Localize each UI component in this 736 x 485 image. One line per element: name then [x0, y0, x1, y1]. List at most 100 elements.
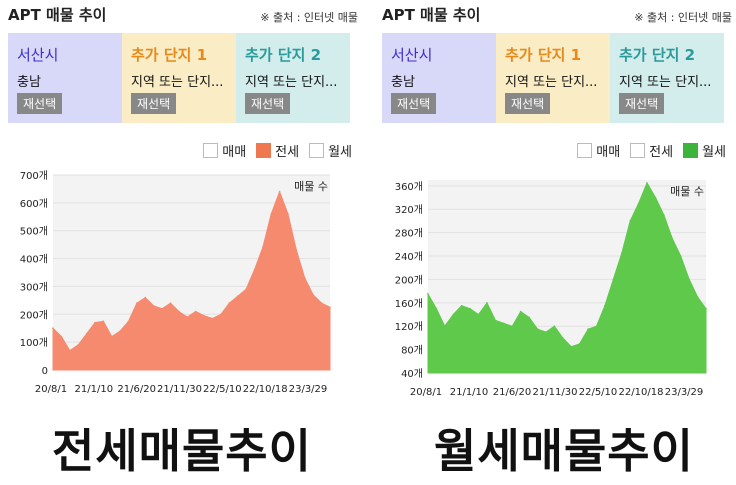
selector-name: 추가 단지 2: [245, 46, 322, 64]
selector-region-main[interactable]: 서산시 충남 재선택: [8, 33, 122, 123]
data-point: [102, 320, 105, 323]
data-point: [69, 349, 71, 352]
reselect-button[interactable]: 재선택: [391, 93, 437, 114]
data-point: [511, 325, 513, 327]
data-point: [52, 327, 54, 329]
y-tick-label: 80개: [401, 345, 423, 357]
data-point: [654, 196, 657, 199]
x-tick-label: 23/3/29: [665, 387, 704, 398]
selector-extra-2[interactable]: 추가 단지 2 지역 또는 단지... 재선택: [236, 33, 350, 123]
legend-label: 전세: [275, 145, 300, 160]
source-note: ※ 출처 : 인터넷 매물: [260, 11, 358, 24]
selector-extra-2[interactable]: 추가 단지 2 지역 또는 단지... 재선택: [610, 33, 724, 123]
data-point: [595, 325, 598, 327]
selector-sub: 충남: [391, 75, 415, 90]
data-point: [705, 307, 707, 310]
x-tick-label: 21/11/30: [157, 384, 202, 395]
reselect-button[interactable]: 재선택: [131, 93, 177, 114]
chart-legend: 매매 전세 월세: [577, 141, 726, 160]
x-tick-label: 22/10/18: [619, 387, 664, 398]
y-tick-label: 700개: [20, 170, 48, 182]
data-point: [519, 310, 522, 313]
x-tick-label: 21/1/10: [75, 384, 114, 395]
data-point: [460, 304, 463, 307]
data-point: [312, 294, 315, 296]
data-point: [194, 310, 197, 313]
data-point: [679, 255, 682, 257]
selector-extra-1[interactable]: 추가 단지 1 지역 또는 단지... 재선택: [122, 33, 236, 123]
data-point: [663, 214, 665, 216]
data-point: [295, 249, 298, 251]
data-point: [612, 278, 615, 281]
checkbox-monthly[interactable]: [309, 143, 325, 158]
selector-sub: 지역 또는 단지...: [245, 75, 338, 90]
y-tick-label: 0: [42, 366, 48, 377]
data-point: [536, 328, 539, 330]
y-tick-label: 200개: [20, 309, 48, 321]
data-point: [228, 302, 231, 304]
selector-sub: 지역 또는 단지...: [505, 75, 598, 90]
data-point: [169, 302, 172, 304]
x-tick-label: 21/1/10: [450, 387, 489, 398]
x-tick-label: 22/5/10: [203, 384, 242, 395]
data-point: [320, 302, 323, 304]
y-tick-label: 500개: [20, 226, 48, 238]
checkbox-sale[interactable]: [203, 143, 219, 158]
selector-name: 추가 단지 1: [505, 46, 582, 64]
data-point: [77, 344, 79, 346]
selector-name: 서산시: [17, 46, 59, 64]
data-point: [152, 305, 155, 307]
data-point: [562, 337, 564, 339]
checkbox-monthly[interactable]: [683, 143, 699, 158]
data-point: [236, 295, 239, 297]
legend-item-jeonse[interactable]: 전세: [256, 141, 299, 160]
legend-label: 월세: [328, 145, 352, 160]
data-point: [253, 268, 256, 271]
legend-label: 매매: [596, 145, 621, 160]
reselect-button[interactable]: 재선택: [17, 93, 63, 114]
data-point: [637, 202, 640, 205]
data-point: [270, 213, 273, 215]
data-point: [287, 213, 289, 215]
region-selector: 서산시 충남 재선택 추가 단지 1 지역 또는 단지... 재선택 추가 단지…: [382, 33, 724, 123]
legend-item-monthly[interactable]: 월세: [683, 141, 726, 160]
data-point: [262, 246, 264, 249]
legend-item-sale[interactable]: 매매: [577, 141, 620, 160]
data-point: [220, 313, 222, 316]
x-tick-label: 22/5/10: [579, 387, 618, 398]
selector-name: 추가 단지 1: [131, 46, 208, 64]
legend-label: 매매: [222, 145, 247, 160]
checkbox-sale[interactable]: [577, 143, 593, 158]
panel-title: APT 매물 추이: [382, 6, 481, 24]
y-tick-label: 280개: [395, 228, 423, 240]
checkbox-jeonse[interactable]: [256, 143, 272, 158]
y-tick-label: 360개: [395, 181, 423, 193]
right-panel: APT 매물 추이 ※ 출처 : 인터넷 매물 서산시 충남 재선택 추가 단지…: [374, 0, 734, 485]
selector-sub: 충남: [17, 75, 41, 90]
y-tick-label: 300개: [20, 281, 48, 293]
data-point: [435, 307, 438, 310]
reselect-button[interactable]: 재선택: [619, 93, 665, 114]
selector-extra-1[interactable]: 추가 단지 1 지역 또는 단지... 재선택: [496, 33, 610, 123]
data-point: [211, 317, 214, 320]
checkbox-jeonse[interactable]: [630, 143, 646, 158]
caption-text: 월세매물추이: [434, 424, 694, 478]
legend-item-jeonse[interactable]: 전세: [630, 141, 673, 160]
data-point: [587, 328, 589, 330]
reselect-button[interactable]: 재선택: [505, 93, 551, 114]
data-point: [203, 314, 205, 317]
data-point: [545, 331, 547, 333]
left-panel: APT 매물 추이 ※ 출처 : 인터넷 매물 서산시 충남 재선택 추가 단지…: [0, 0, 360, 485]
data-point: [278, 190, 281, 193]
data-point: [629, 220, 631, 222]
y-tick-label: 200개: [395, 274, 423, 286]
selector-name: 추가 단지 2: [619, 46, 696, 64]
selector-region-main[interactable]: 서산시 충남 재선택: [382, 33, 496, 123]
data-point: [477, 313, 480, 316]
data-point: [528, 316, 530, 319]
legend-item-sale[interactable]: 매매: [203, 141, 246, 160]
data-point: [570, 345, 572, 348]
legend-item-monthly[interactable]: 월세: [309, 141, 352, 160]
reselect-button[interactable]: 재선택: [245, 93, 291, 114]
source-note: ※ 출처 : 인터넷 매물: [634, 11, 732, 24]
